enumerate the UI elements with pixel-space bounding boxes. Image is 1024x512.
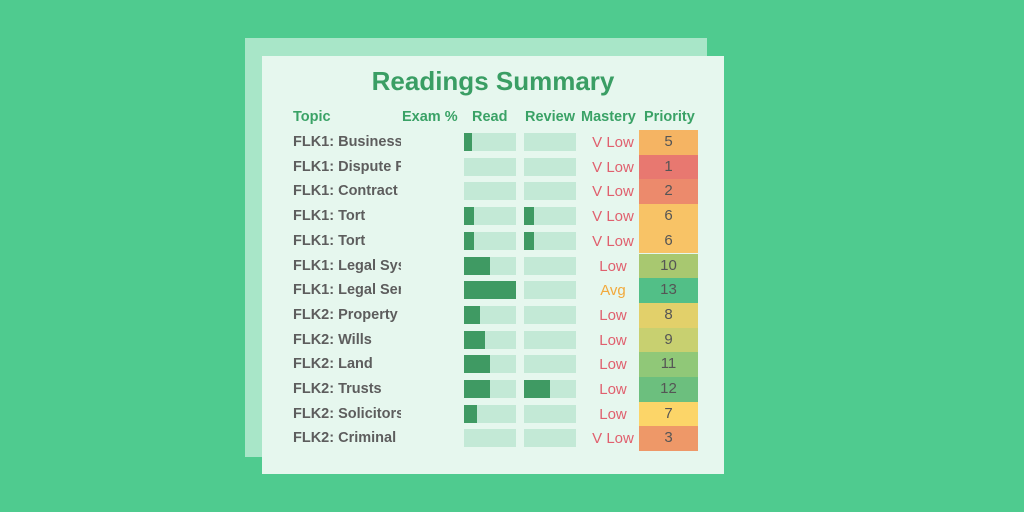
read-progress-bar bbox=[464, 281, 516, 300]
table-row: FLK1: Tort V Low 6 bbox=[262, 204, 724, 229]
priority-cell: 1 bbox=[639, 154, 698, 180]
topic-label: FLK1: Contract bbox=[293, 183, 398, 200]
priority-cell: 6 bbox=[639, 204, 698, 229]
header-read: Read bbox=[472, 109, 508, 125]
priority-cell: 8 bbox=[639, 302, 698, 328]
mastery-label: Low bbox=[599, 306, 627, 324]
table-row: FLK1: Tort V Low 6 bbox=[262, 228, 724, 254]
priority-cell: 9 bbox=[639, 327, 698, 353]
readings-summary-card: Readings Summary Topic Exam % Read Revie… bbox=[262, 56, 724, 474]
topic-label: FLK2: Land bbox=[293, 356, 373, 373]
page-title: Readings Summary bbox=[371, 66, 615, 96]
read-progress-bar bbox=[464, 355, 516, 374]
review-progress-bar bbox=[524, 157, 576, 176]
priority-cell: 10 bbox=[639, 253, 698, 279]
topic-label: FLK1: Business bbox=[293, 134, 401, 150]
priority-cell: 3 bbox=[639, 426, 698, 452]
review-progress-bar bbox=[524, 404, 576, 423]
header-priority: Priority bbox=[644, 109, 695, 125]
read-progress-bar bbox=[464, 182, 516, 201]
topic-label: FLK1: Legal Ser bbox=[293, 282, 401, 299]
topic-label: FLK1: Tort bbox=[293, 208, 366, 225]
table-row: FLK2: Solicitors Low 7 bbox=[262, 401, 724, 427]
priority-cell: 13 bbox=[639, 278, 698, 303]
review-progress-bar bbox=[524, 207, 576, 226]
review-progress-bar bbox=[524, 330, 576, 349]
mastery-label: V Low bbox=[592, 208, 634, 226]
topic-label: FLK1: Dispute R bbox=[293, 158, 401, 175]
mastery-label: Low bbox=[599, 331, 627, 349]
read-progress-bar bbox=[464, 256, 516, 275]
table-row: FLK1: Legal Ser Avg 13 bbox=[262, 278, 724, 303]
read-progress-bar bbox=[464, 305, 516, 324]
review-progress-bar bbox=[524, 281, 576, 300]
table-row: FLK1: Business V Low 5 bbox=[262, 130, 724, 155]
topic-label: FLK2: Trusts bbox=[293, 381, 382, 397]
table-row: FLK2: Property Low 8 bbox=[262, 302, 724, 328]
mastery-label: V Low bbox=[592, 134, 634, 151]
mastery-label: V Low bbox=[592, 158, 634, 176]
review-progress-bar bbox=[524, 231, 576, 250]
priority-cell: 6 bbox=[639, 228, 698, 254]
review-progress-bar bbox=[524, 305, 576, 324]
review-progress-bar bbox=[524, 182, 576, 201]
review-progress-bar bbox=[524, 256, 576, 275]
mastery-label: Low bbox=[599, 405, 627, 423]
read-progress-bar bbox=[464, 207, 516, 226]
table-row: FLK1: Contract V Low 2 bbox=[262, 179, 724, 205]
review-progress-bar bbox=[524, 355, 576, 374]
header-exam: Exam % bbox=[402, 109, 458, 125]
read-progress-bar bbox=[464, 380, 516, 398]
read-progress-bar bbox=[464, 404, 516, 423]
read-progress-bar bbox=[464, 231, 516, 250]
mastery-label: Low bbox=[599, 381, 627, 398]
priority-cell: 2 bbox=[639, 179, 698, 205]
topic-label: FLK2: Solicitors bbox=[293, 405, 401, 422]
table-row: FLK1: Dispute R V Low 1 bbox=[262, 154, 724, 180]
mastery-label: Low bbox=[599, 257, 627, 275]
read-progress-bar bbox=[464, 133, 516, 151]
mastery-label: V Low bbox=[592, 430, 634, 448]
table-row: FLK1: Legal Sys Low 10 bbox=[262, 253, 724, 279]
topic-label: FLK2: Wills bbox=[293, 331, 372, 348]
read-progress-bar bbox=[464, 429, 516, 448]
mastery-label: V Low bbox=[592, 232, 634, 250]
read-progress-bar bbox=[464, 157, 516, 176]
priority-cell: 5 bbox=[639, 130, 698, 155]
table-row: FLK2: Wills Low 9 bbox=[262, 327, 724, 353]
mastery-label: Low bbox=[599, 356, 627, 374]
topic-label: FLK1: Legal Sys bbox=[293, 257, 401, 274]
review-progress-bar bbox=[524, 429, 576, 448]
topic-label: FLK1: Tort bbox=[293, 232, 366, 249]
header-mastery: Mastery bbox=[581, 109, 636, 125]
topic-label: FLK2: Criminal bbox=[293, 430, 397, 447]
mastery-label: Avg bbox=[600, 282, 626, 300]
priority-cell: 12 bbox=[639, 377, 698, 402]
table-row: FLK2: Land Low 11 bbox=[262, 352, 724, 377]
review-progress-bar bbox=[524, 380, 576, 398]
read-progress-bar bbox=[464, 330, 516, 349]
review-progress-bar bbox=[524, 133, 576, 151]
priority-cell: 7 bbox=[639, 401, 698, 427]
mastery-label: V Low bbox=[592, 183, 634, 201]
header-topic: Topic bbox=[293, 109, 331, 125]
table-row: FLK2: Criminal V Low 3 bbox=[262, 426, 724, 452]
header-review: Review bbox=[525, 109, 575, 125]
priority-cell: 11 bbox=[639, 352, 698, 377]
table-row: FLK2: Trusts Low 12 bbox=[262, 377, 724, 402]
topic-label: FLK2: Property bbox=[293, 306, 398, 323]
